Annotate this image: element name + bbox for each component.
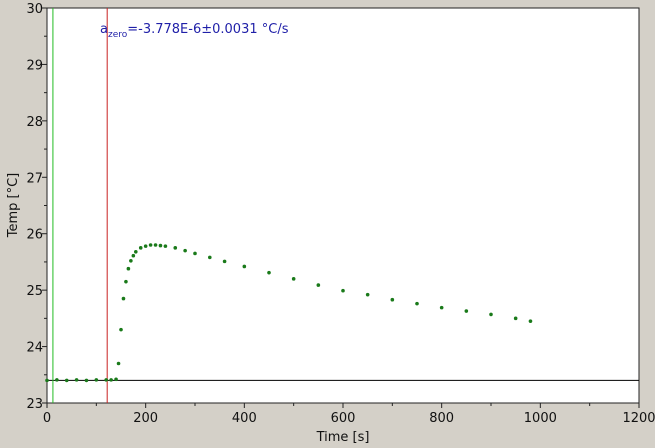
data-point	[114, 377, 118, 382]
data-point	[124, 279, 128, 284]
x-tick-label: 800	[429, 411, 454, 426]
y-tick-label: 24	[26, 341, 43, 356]
data-point	[55, 378, 59, 382]
data-point	[267, 270, 271, 275]
data-point	[390, 297, 395, 302]
data-point	[158, 243, 163, 248]
data-point	[134, 249, 138, 254]
plot-area	[46, 7, 640, 404]
x-tick-label: 600	[331, 411, 356, 426]
data-point	[222, 259, 227, 264]
x-tick-label: 200	[133, 411, 158, 426]
data-point	[173, 246, 178, 250]
y-tick-label: 27	[26, 171, 43, 186]
annotation-subscript: zero	[108, 30, 128, 40]
annotation-text: azero=-3.778E-6±0.0031 °C/s	[100, 22, 289, 40]
data-point	[316, 283, 321, 287]
y-axis-ticks: 23 24 25 26 27 28 29 30	[26, 2, 47, 412]
data-point	[183, 248, 187, 253]
x-tick-label: 0	[43, 411, 51, 426]
data-point	[528, 319, 533, 323]
data-point	[415, 301, 419, 306]
data-point	[121, 296, 126, 301]
x-axis-label: Time [s]	[316, 430, 370, 445]
data-point	[148, 243, 153, 247]
reference-lines	[47, 8, 639, 403]
y-tick-label: 30	[26, 2, 43, 17]
data-point	[104, 378, 108, 382]
y-tick-label: 25	[26, 284, 43, 299]
data-point	[153, 243, 158, 247]
annotation-prefix: a	[100, 22, 108, 37]
x-axis-ticks: 0 200 400 600 800 1000 1200	[43, 403, 655, 426]
data-point	[193, 251, 197, 256]
annotation-value: =-3.778E-6±0.0031 °C/s	[127, 22, 288, 37]
data-point	[291, 277, 296, 281]
data-point	[131, 253, 136, 258]
data-point	[45, 378, 49, 383]
data-point	[513, 316, 518, 321]
data-point	[84, 378, 89, 383]
y-tick-label: 26	[26, 228, 43, 243]
y-tick-label: 23	[26, 397, 43, 412]
data-point	[129, 259, 133, 263]
data-point	[439, 305, 444, 310]
data-point	[126, 266, 131, 271]
data-point	[64, 378, 69, 383]
data-point	[116, 361, 121, 366]
y-axis-label: Temp [°C]	[6, 173, 21, 239]
data-point	[94, 378, 99, 382]
data-point	[119, 327, 123, 332]
data-point	[464, 309, 469, 313]
data-point	[138, 246, 143, 250]
data-point	[109, 378, 113, 382]
data-point	[341, 288, 345, 293]
y-tick-label: 28	[26, 115, 43, 130]
data-point	[365, 292, 370, 297]
y-tick-label: 29	[26, 58, 43, 73]
x-tick-label: 1000	[524, 411, 557, 426]
data-point	[489, 312, 493, 317]
data-point	[163, 244, 168, 248]
data-point	[208, 255, 212, 260]
data-point	[242, 264, 247, 269]
x-tick-label: 400	[232, 411, 257, 426]
x-tick-label: 1200	[622, 411, 655, 426]
data-point	[143, 244, 148, 248]
data-point	[74, 378, 79, 382]
series-layer	[45, 243, 533, 383]
